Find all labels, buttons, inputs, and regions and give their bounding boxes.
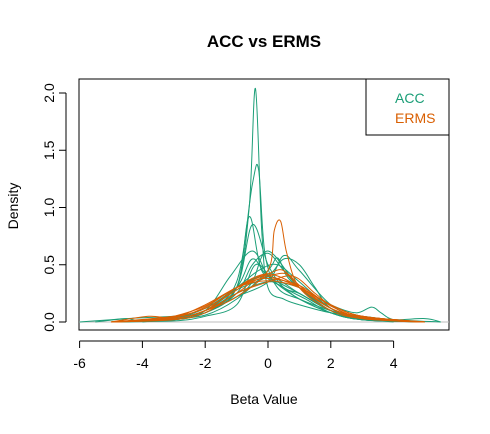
x-axis-label: Beta Value: [230, 391, 298, 407]
density-curve-acc-3: [110, 224, 426, 323]
density-curve-acc-7: [110, 263, 426, 323]
y-tick-label: 2.0: [41, 83, 57, 103]
density-curve-erms-8: [110, 277, 426, 323]
density-curve-acc-15: [110, 263, 426, 323]
x-axis: -6 -4 -2 0 2 4: [73, 340, 398, 371]
legend-label-erms: ERMS: [395, 110, 435, 126]
legend-label-acc: ACC: [395, 90, 425, 106]
y-tick-label: 1.5: [41, 140, 57, 160]
legend-box: [365, 78, 450, 136]
density-curve-erms-7: [110, 275, 426, 323]
x-tick-label: -4: [136, 355, 149, 371]
y-tick-label: 0.5: [41, 255, 57, 275]
y-tick-label: 1.0: [41, 198, 57, 218]
curves-layer: [79, 87, 441, 323]
x-tick-label: 4: [390, 355, 398, 371]
x-tick-label: 0: [264, 355, 272, 371]
density-curve-erms-1: [110, 219, 426, 323]
y-axis: 0.0 0.5 1.0 1.5 2.0: [41, 83, 67, 332]
density-curve-acc-2: [110, 163, 426, 323]
density-curve-acc-10: [79, 275, 441, 323]
y-axis-label: Density: [5, 183, 21, 230]
legend: ACC ERMS: [365, 78, 450, 136]
density-curve-erms-5: [110, 275, 426, 323]
chart-title: ACC vs ERMS: [207, 32, 321, 51]
x-tick-label: -2: [199, 355, 212, 371]
x-tick-label: -6: [73, 355, 86, 371]
x-tick-label: 2: [327, 355, 335, 371]
y-tick-label: 0.0: [41, 312, 57, 332]
plot-frame: [78, 78, 450, 331]
